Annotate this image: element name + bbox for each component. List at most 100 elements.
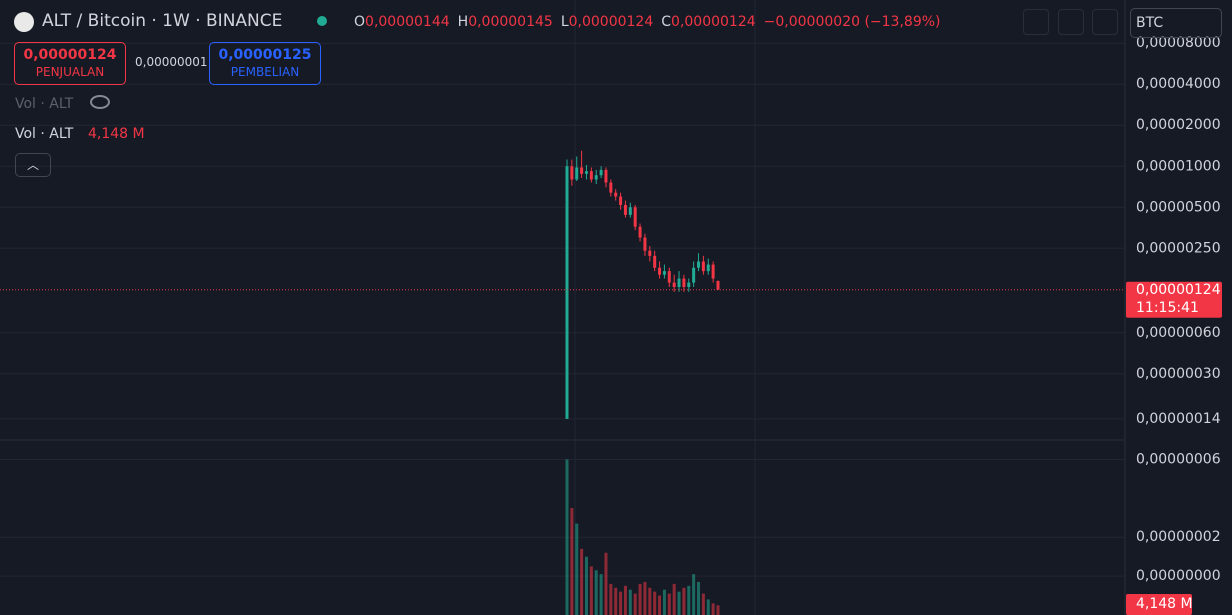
candle-body	[614, 192, 618, 197]
volume-bar	[682, 587, 686, 615]
candle-body	[697, 261, 701, 268]
volume-bar	[638, 583, 642, 615]
last-price-box	[1126, 281, 1222, 318]
candle-body	[682, 278, 686, 288]
volume-bar	[697, 581, 701, 615]
volume-bar	[604, 552, 608, 615]
candle-body	[584, 171, 588, 174]
volume-tick-label: 0,00000006	[1136, 451, 1221, 467]
y-tick-label: 0,00008000	[1136, 35, 1221, 51]
market-status[interactable]	[317, 16, 327, 26]
ohlc-key: O	[354, 14, 366, 30]
y-tick-label: 0,00004000	[1136, 76, 1221, 92]
candle-body	[623, 204, 627, 215]
candle-body	[604, 169, 608, 183]
volume-last-box	[1126, 594, 1192, 615]
ohlc-value: 0,00000144	[365, 14, 450, 30]
volume-bar	[623, 585, 627, 615]
sell-price: 0,00000124	[23, 47, 117, 63]
hidden-indicator[interactable]: Vol · ALT	[15, 96, 74, 112]
candle-body	[711, 264, 715, 279]
candle-body	[638, 226, 642, 238]
volume-legend-name: Vol · ALT	[15, 126, 74, 142]
volume-bar	[677, 591, 681, 615]
volume-legend-value: 4,148 M	[88, 126, 145, 142]
volume-bar	[687, 585, 691, 615]
volume-bar	[594, 570, 598, 615]
collapse-legend-button[interactable]: ︿	[15, 153, 51, 177]
eye-off-icon[interactable]	[90, 95, 110, 109]
ohlc-key: C	[661, 14, 672, 30]
ohlc-value: 0,00000124	[671, 14, 756, 30]
candle-body	[667, 271, 671, 283]
sell-button[interactable]: 0,00000124 PENJUALAN	[14, 42, 126, 85]
candle-body	[633, 207, 637, 227]
ohlc-value: 0,00000124	[568, 14, 654, 30]
volume-bar	[706, 599, 710, 615]
ohlc-key: H	[457, 14, 469, 30]
download-button[interactable]	[1023, 9, 1049, 35]
volume-bar	[633, 593, 637, 615]
candle-body	[677, 278, 681, 288]
volume-bar	[609, 583, 613, 615]
volume-bar	[584, 556, 588, 615]
spread: 0,00000001	[135, 55, 208, 69]
candle-body	[589, 171, 593, 180]
volume-tick-label: 0,00000000	[1136, 568, 1221, 584]
volume-bar	[575, 523, 579, 615]
volume-bar	[565, 459, 569, 615]
volume-bar	[614, 587, 618, 615]
candle-body	[662, 271, 666, 275]
candle-body	[701, 261, 705, 272]
refresh-button[interactable]	[1092, 9, 1118, 35]
candle-body	[653, 255, 657, 268]
candle-body	[706, 264, 710, 272]
ohlc-key: L	[560, 14, 569, 30]
ohlc-legend: O0,00000144 H0,00000145 L0,00000124 C0,0000…	[354, 14, 941, 30]
candle-body	[580, 167, 584, 174]
ohlc-value: 0,00000145	[468, 14, 553, 30]
ohlc-change: −0,00000020 (−13,89%)	[763, 14, 941, 30]
countdown-label: 11:15:41	[1136, 300, 1199, 316]
volume-bar	[580, 548, 584, 615]
buy-price: 0,00000125	[218, 47, 312, 63]
volume-tick-label: 0,00000002	[1136, 529, 1221, 545]
candle-body	[599, 169, 603, 176]
y-tick-label: 0,00000500	[1136, 199, 1221, 215]
y-tick-label: 0,00000060	[1136, 325, 1221, 341]
y-tick-label: 0,00000014	[1136, 411, 1221, 427]
candle-body	[643, 237, 647, 251]
candle-body	[716, 280, 720, 290]
last-price-label: 0,00000124	[1136, 282, 1221, 298]
candle-body	[687, 282, 691, 288]
y-tick-label: 0,00001000	[1136, 158, 1221, 174]
candle-body	[672, 282, 676, 288]
candle-body	[658, 267, 662, 275]
volume-bar	[692, 574, 696, 615]
candle-body	[692, 267, 696, 283]
volume-bar	[662, 589, 666, 615]
buy-button[interactable]: 0,00000125 PEMBELIAN	[209, 42, 321, 85]
volume-bar	[628, 589, 632, 615]
currency-select[interactable]: BTC	[1130, 8, 1222, 38]
volume-bar	[643, 581, 647, 615]
y-tick-label: 0,00002000	[1136, 117, 1221, 133]
y-tick-label: 0,00000250	[1136, 240, 1221, 256]
volume-bar	[619, 591, 623, 615]
symbol-title[interactable]: ALT / Bitcoin · 1W · BINANCE	[42, 11, 283, 31]
volume-bar	[701, 593, 705, 615]
volume-last-label: 4,148 M	[1136, 596, 1193, 612]
volume-bar	[716, 605, 720, 615]
candle-body	[648, 250, 652, 256]
volume-bar	[653, 591, 657, 615]
collapse-button[interactable]	[1058, 9, 1084, 35]
candle-body	[575, 167, 579, 180]
candle-body	[570, 166, 574, 180]
sell-label: PENJUALAN	[35, 65, 105, 79]
volume-bar	[658, 595, 662, 615]
volume-bar	[570, 508, 574, 615]
volume-bar	[667, 593, 671, 615]
candle-body	[609, 182, 613, 193]
